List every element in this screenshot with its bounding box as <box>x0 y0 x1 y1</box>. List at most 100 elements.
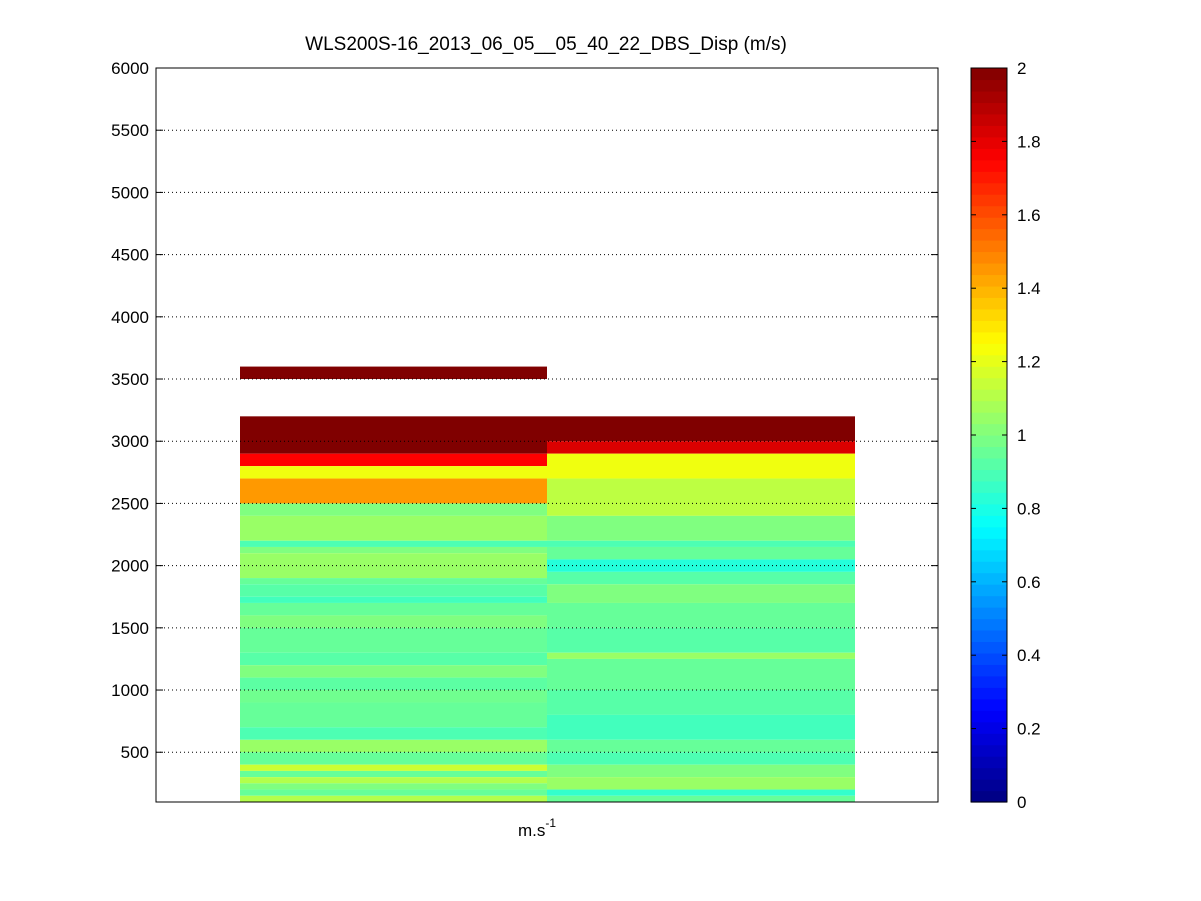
colorbar-tick-label: 0.6 <box>1017 573 1041 592</box>
colorbar-tick-label: 0.4 <box>1017 646 1041 665</box>
plot-area: 500 1000 1500 2000 2500 3000 3500 4000 4500 5000 5… <box>111 59 939 803</box>
colorbar-band <box>971 377 1007 390</box>
heatmap-cell <box>547 764 855 778</box>
colorbar-band <box>971 343 1007 356</box>
colorbar-band <box>971 756 1007 769</box>
colorbar-band <box>971 538 1007 551</box>
colorbar-band <box>971 492 1007 505</box>
heatmap-cell <box>547 789 855 796</box>
colorbar-ticks: 0 0.2 0.4 0.6 0.8 1 1.2 1.4 1.6 1.8 2 <box>971 59 1041 812</box>
heatmap-cell <box>547 690 855 715</box>
colorbar-band <box>971 171 1007 184</box>
heatmap-cell <box>240 789 547 796</box>
heatmap-cell <box>547 441 855 454</box>
x-axis-label: m.s-1 <box>518 816 556 840</box>
colorbar-band <box>971 549 1007 562</box>
colorbar-band <box>971 285 1007 298</box>
colorbar-band <box>971 148 1007 161</box>
heatmap-cell <box>547 652 855 659</box>
y-tick-label: 4500 <box>111 246 149 265</box>
y-tick-label: 2000 <box>111 557 149 576</box>
heatmap-cell <box>240 466 547 479</box>
heatmap-cell <box>240 615 547 628</box>
y-tick-label: 6000 <box>111 59 149 78</box>
colorbar-band <box>971 90 1007 104</box>
y-tick-label: 1000 <box>111 681 149 700</box>
y-tick-label: 2500 <box>111 494 149 513</box>
colorbar-tick-label: 1.8 <box>1017 132 1041 151</box>
colorbar-band <box>971 572 1007 585</box>
colorbar-band <box>971 262 1007 276</box>
colorbar-band <box>971 641 1007 654</box>
y-tick-label: 5000 <box>111 183 149 202</box>
heatmap-cell <box>240 665 547 678</box>
colorbar-band <box>971 526 1007 539</box>
heatmap-cell <box>547 584 855 603</box>
heatmap-cell <box>547 571 855 585</box>
colorbar-tick-label: 1 <box>1017 426 1026 445</box>
heatmap-cell <box>240 602 547 616</box>
chart-title: WLS200S-16_2013_06_05__05_40_22_DBS_Disp… <box>305 34 787 55</box>
colorbar-band <box>971 515 1007 528</box>
heatmap-cell <box>547 777 855 790</box>
x-axis-label-exponent: -1 <box>545 816 556 830</box>
colorbar-band <box>971 561 1007 574</box>
colorbar-band <box>971 446 1007 459</box>
heatmap-cell <box>547 752 855 765</box>
heatmap-cell <box>240 478 547 504</box>
heatmap-cell <box>240 777 547 784</box>
colorbar-band <box>971 366 1007 379</box>
colorbar-band <box>971 435 1007 448</box>
colorbar-band <box>971 251 1007 264</box>
colorbar-band <box>971 159 1007 172</box>
heatmap-cell <box>240 366 547 380</box>
y-tick-label: 5500 <box>111 121 149 140</box>
heatmap-cell <box>547 602 855 628</box>
y-tick-label: 4000 <box>111 308 149 327</box>
y-tick-label: 1500 <box>111 619 149 638</box>
colorbar-band <box>971 274 1007 287</box>
x-axis-label-base: m.s <box>518 821 545 840</box>
heatmap-cell <box>547 540 855 547</box>
colorbar-band <box>971 68 1007 81</box>
heatmap-cell <box>240 553 547 579</box>
heatmap-cell <box>240 546 547 554</box>
colorbar-band <box>971 790 1007 803</box>
colorbar-tick-label: 0.2 <box>1017 720 1041 739</box>
heatmap-cell <box>240 752 547 765</box>
colorbar-band <box>971 710 1007 723</box>
heatmap-cell <box>240 540 547 547</box>
colorbar-tick-label: 0 <box>1017 793 1026 812</box>
colorbar-band <box>971 136 1007 149</box>
heatmap-cell <box>240 783 547 790</box>
colorbar-band <box>971 102 1007 115</box>
colorbar-band <box>971 308 1007 321</box>
colorbar-band <box>971 767 1007 780</box>
colorbar-band <box>971 687 1007 700</box>
colorbar-band <box>971 503 1007 516</box>
y-tick-label: 3000 <box>111 432 149 451</box>
colorbar-band <box>971 205 1007 218</box>
colorbar-band <box>971 652 1007 665</box>
colorbar-tick-label: 1.2 <box>1017 353 1041 372</box>
heatmap-cell <box>240 702 547 728</box>
heatmap-cell <box>547 795 855 802</box>
heatmap-cell <box>547 714 855 740</box>
heatmap-cell <box>547 739 855 753</box>
heatmap-cell <box>240 677 547 691</box>
colorbar-band <box>971 389 1007 402</box>
heatmap-cell <box>240 578 547 585</box>
colorbar-band <box>971 779 1007 792</box>
colorbar-band <box>971 595 1007 608</box>
colorbar-band <box>971 607 1007 620</box>
colorbar-bands <box>971 68 1007 803</box>
heatmap-cell <box>240 596 547 603</box>
colorbar-band <box>971 744 1007 757</box>
heatmap-cell <box>240 652 547 666</box>
heatmap-cell <box>240 739 547 753</box>
heatmap-cell <box>547 478 855 516</box>
colorbar-band <box>971 698 1007 711</box>
heatmap-cell <box>547 453 855 479</box>
heatmap-cell <box>240 627 547 653</box>
